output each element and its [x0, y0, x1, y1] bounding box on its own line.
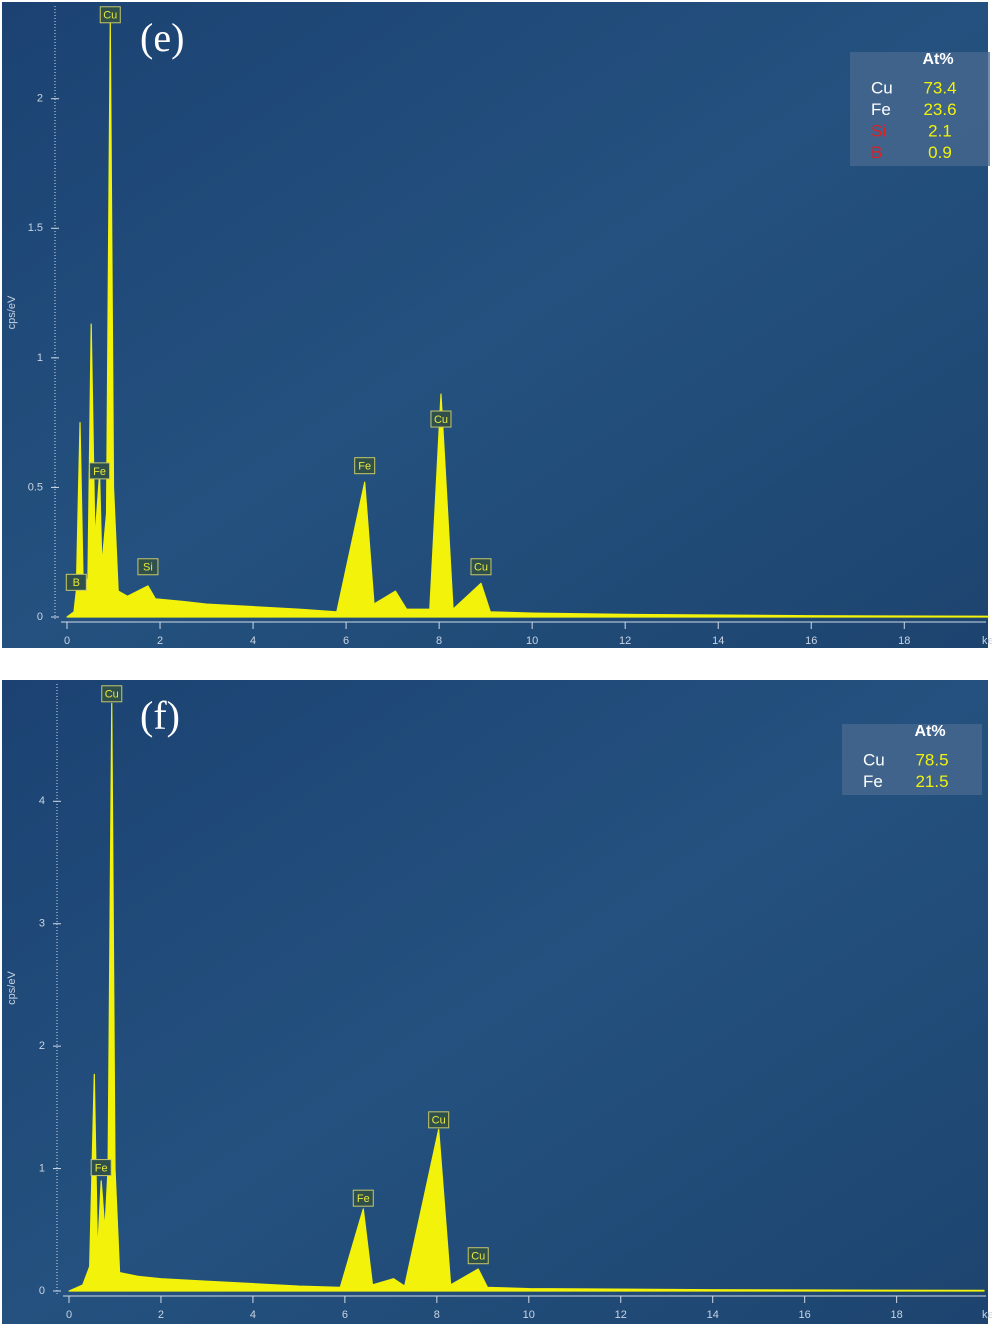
- y-tick-label: 1.5: [28, 222, 43, 234]
- panel-label: (e): [140, 15, 184, 60]
- peak-label-box: [428, 1111, 450, 1129]
- x-tick-label: 8: [434, 1309, 440, 1321]
- y-tick-label: 1: [37, 352, 43, 364]
- element-at-percent: 78.5: [915, 750, 948, 769]
- peak-label-box: [137, 558, 159, 576]
- element-name: Fe: [871, 100, 891, 119]
- peak-label: Cu: [471, 1251, 485, 1263]
- element-at-percent: 0.9: [928, 143, 952, 162]
- peak-label: Cu: [103, 10, 117, 22]
- x-tick-label: 4: [250, 635, 256, 647]
- peak-label-box: [99, 6, 121, 24]
- peak-label: Cu: [474, 562, 488, 574]
- y-tick-label: 3: [39, 918, 45, 930]
- y-tick-label: 0: [37, 611, 43, 623]
- composition-header: At%: [914, 723, 945, 740]
- element-name: Si: [871, 121, 886, 140]
- x-tick-label: 2: [158, 1309, 164, 1321]
- panel-background: [2, 2, 988, 648]
- x-tick-label: 12: [619, 635, 631, 647]
- x-tick-label: 14: [712, 635, 724, 647]
- y-axis-label: cps/eV: [6, 971, 18, 1005]
- composition-header: At%: [922, 51, 953, 68]
- peak-label-box: [352, 1189, 374, 1207]
- peak-label-box: [65, 573, 87, 591]
- spectrum-area: [68, 702, 985, 1292]
- peak-label: Fe: [93, 466, 106, 478]
- x-tick-label: 18: [898, 635, 910, 647]
- x-tick-label: 18: [891, 1309, 903, 1321]
- peak-label-box: [470, 558, 492, 576]
- y-tick-label: 1: [39, 1162, 45, 1174]
- peak-label-box: [354, 457, 376, 475]
- element-name: Cu: [871, 78, 893, 97]
- x-tick-label: 0: [66, 1309, 72, 1321]
- element-name: Cu: [863, 750, 885, 769]
- element-at-percent: 73.4: [923, 78, 956, 97]
- peak-label-box: [89, 462, 111, 480]
- y-tick-label: 4: [39, 795, 45, 807]
- peak-label-box: [430, 410, 452, 428]
- peak-label: Cu: [432, 1115, 446, 1127]
- element-at-percent: 23.6: [923, 100, 956, 119]
- x-tick-label: 6: [342, 1309, 348, 1321]
- x-tick-label: 10: [523, 1309, 535, 1321]
- composition-box: [842, 724, 982, 795]
- y-tick-label: 0: [39, 1285, 45, 1297]
- peak-label: Cu: [434, 414, 448, 426]
- element-name: B: [871, 143, 882, 162]
- y-axis-label: cps/eV: [6, 295, 18, 329]
- y-tick-label: 0.5: [28, 481, 43, 493]
- panel-label: (f): [140, 693, 180, 738]
- x-tick-label: 2: [157, 635, 163, 647]
- peak-label-box: [101, 685, 123, 703]
- composition-box: [850, 52, 990, 166]
- x-tick-label: 4: [250, 1309, 256, 1321]
- x-tick-label: 12: [615, 1309, 627, 1321]
- panel-background: [2, 680, 988, 1324]
- x-tick-label: 8: [436, 635, 442, 647]
- peak-label-box: [467, 1247, 489, 1265]
- peak-label: Fe: [357, 1193, 370, 1205]
- element-name: Fe: [863, 772, 883, 791]
- peak-label: B: [73, 577, 80, 589]
- spectrum-area: [66, 20, 989, 618]
- x-axis-label: ke: [982, 1309, 992, 1321]
- x-tick-label: 6: [343, 635, 349, 647]
- y-tick-label: 2: [39, 1040, 45, 1052]
- peak-label: Fe: [95, 1162, 108, 1174]
- x-tick-label: 10: [526, 635, 538, 647]
- x-tick-label: 16: [799, 1309, 811, 1321]
- peak-label: Fe: [358, 461, 371, 473]
- peak-label: Cu: [105, 689, 119, 701]
- element-at-percent: 2.1: [928, 121, 952, 140]
- element-at-percent: 21.5: [915, 772, 948, 791]
- x-tick-label: 14: [707, 1309, 719, 1321]
- x-tick-label: 16: [805, 635, 817, 647]
- peak-label-box: [90, 1159, 112, 1177]
- x-axis-label: ke: [982, 635, 992, 647]
- y-tick-label: 2: [37, 93, 43, 105]
- peak-label: Si: [143, 562, 153, 574]
- x-tick-label: 0: [64, 635, 70, 647]
